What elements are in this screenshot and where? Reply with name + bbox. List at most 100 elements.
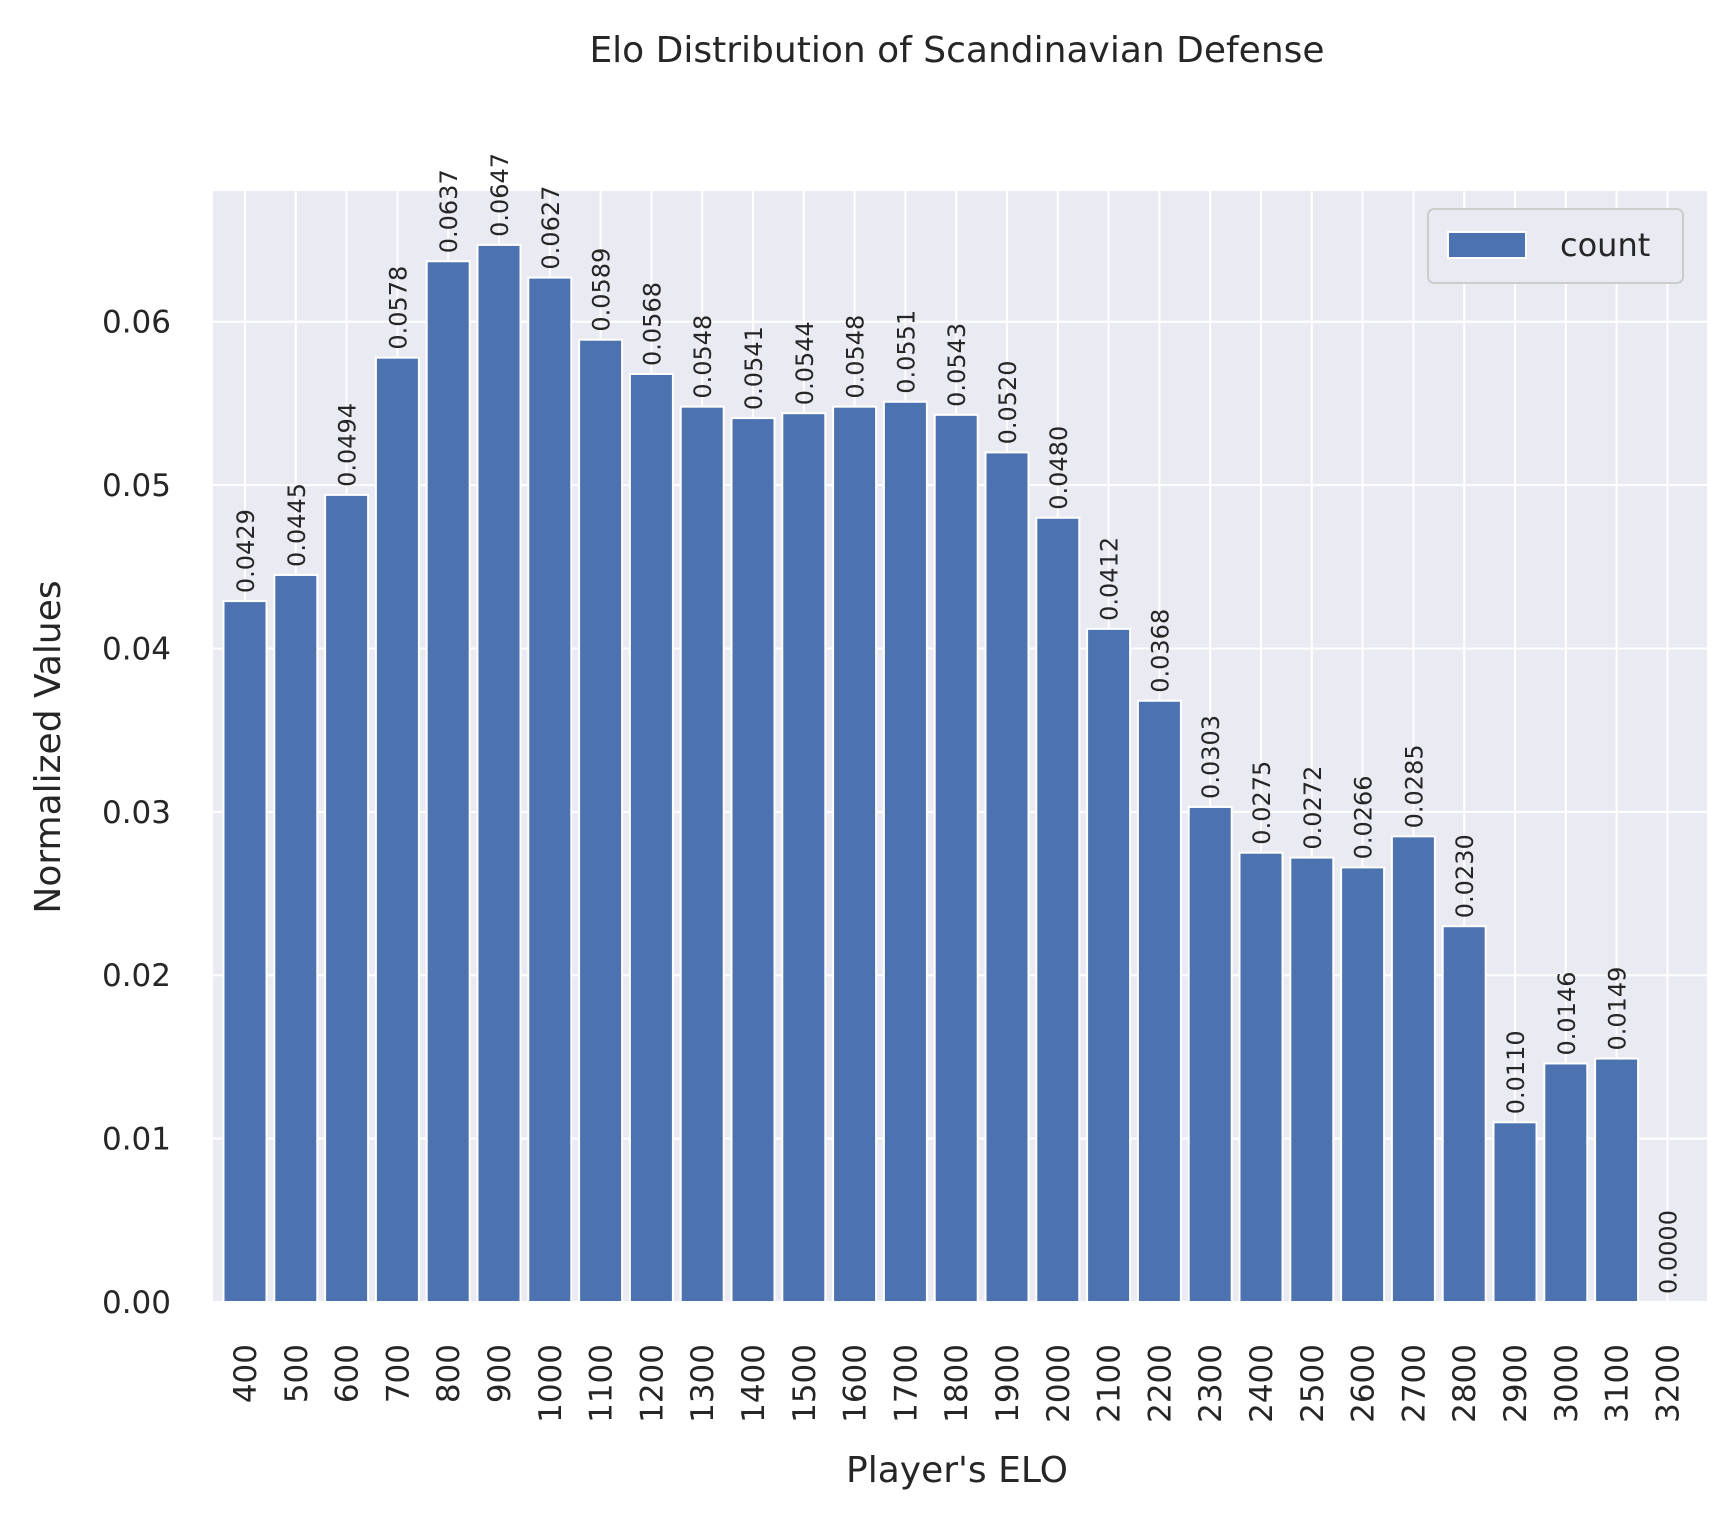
bar-value-label: 0.0548 <box>842 315 870 399</box>
legend-label: count <box>1560 226 1650 264</box>
bar-1700 <box>882 400 928 1303</box>
bar-value-label: 0.0544 <box>791 321 819 405</box>
y-tick-label: 0.06 <box>102 305 171 341</box>
y-axis-label: Normalized Values <box>28 580 69 913</box>
bar-value-label: 0.0429 <box>232 509 260 593</box>
bar-value-label: 0.0520 <box>994 360 1022 444</box>
bar-value-label: 0.0272 <box>1299 766 1327 850</box>
bar-value-label: 0.0368 <box>1146 609 1174 693</box>
bar-1500 <box>781 412 827 1303</box>
x-tick-label: 400 <box>228 1344 264 1403</box>
bar-value-label: 0.0266 <box>1350 775 1378 859</box>
bar-600 <box>324 493 370 1303</box>
bars <box>222 243 1640 1304</box>
bar-value-label: 0.0445 <box>283 483 311 567</box>
bar-value-label: 0.0637 <box>435 169 463 253</box>
bar-value-label: 0.0285 <box>1400 744 1428 828</box>
bar-2100 <box>1086 627 1132 1303</box>
bar-value-label: 0.0494 <box>334 403 362 487</box>
bar-800 <box>425 260 471 1304</box>
bar-1900 <box>984 451 1030 1304</box>
x-tick-label: 2500 <box>1295 1344 1331 1423</box>
bar-1800 <box>933 413 979 1304</box>
bar-value-label: 0.0275 <box>1248 761 1276 845</box>
x-tick-label: 2600 <box>1346 1344 1382 1423</box>
bar-1100 <box>578 338 624 1304</box>
bar-value-label: 0.0146 <box>1553 971 1581 1055</box>
x-tick-label: 900 <box>482 1344 518 1403</box>
x-tick-label: 1400 <box>736 1344 772 1423</box>
y-tick-label: 0.00 <box>102 1285 171 1321</box>
bar-value-label: 0.0543 <box>943 323 971 407</box>
x-tick-label: 1600 <box>838 1344 874 1423</box>
bar-value-label: 0.0578 <box>384 266 412 350</box>
x-tick-label: 1000 <box>533 1344 569 1423</box>
chart-title: Elo Distribution of Scandinavian Defense <box>589 30 1324 71</box>
x-axis-label: Player's ELO <box>846 1450 1068 1491</box>
x-axis-ticks: 400 500 600 700 800 900 1000 1100 1200 1300 1400 15… <box>228 1344 1686 1423</box>
bar-2200 <box>1136 699 1182 1303</box>
x-tick-label: 1200 <box>634 1344 670 1423</box>
x-tick-label: 700 <box>380 1344 416 1403</box>
bar-value-label: 0.0548 <box>689 315 717 399</box>
x-tick-label: 2000 <box>1041 1344 1077 1423</box>
bar-value-label: 0.0551 <box>892 310 920 394</box>
bar-value-label: 0.0627 <box>537 186 565 270</box>
x-tick-label: 3200 <box>1650 1344 1686 1423</box>
x-tick-label: 3100 <box>1600 1344 1636 1423</box>
y-axis-ticks: 0.00 0.01 0.02 0.03 0.04 0.05 0.06 <box>102 305 171 1321</box>
legend: count <box>1427 208 1684 284</box>
x-tick-label: 2200 <box>1142 1344 1178 1423</box>
bar-value-label: 0.0000 <box>1654 1210 1682 1294</box>
bar-value-label: 0.0412 <box>1096 537 1124 621</box>
bar-value-label: 0.0149 <box>1604 967 1632 1051</box>
x-tick-label: 2300 <box>1193 1344 1229 1423</box>
y-tick-label: 0.04 <box>102 631 171 667</box>
bar-value-label: 0.0110 <box>1502 1030 1530 1114</box>
bar-2800 <box>1441 925 1487 1303</box>
bar-value-label: 0.0230 <box>1451 834 1479 918</box>
bar-1200 <box>628 372 674 1303</box>
bar-value-label: 0.0568 <box>638 282 666 366</box>
bar-2900 <box>1492 1121 1538 1303</box>
bar-3000 <box>1543 1062 1589 1304</box>
x-tick-label: 1700 <box>888 1344 924 1423</box>
bar-value-label: 0.0541 <box>740 326 768 410</box>
bar-value-label: 0.0480 <box>1045 426 1073 510</box>
legend-box <box>1427 208 1684 284</box>
bar-3100 <box>1594 1057 1640 1304</box>
x-tick-label: 2700 <box>1396 1344 1432 1423</box>
x-tick-label: 1800 <box>939 1344 975 1423</box>
bar-1400 <box>730 417 776 1304</box>
x-tick-label: 1900 <box>990 1344 1026 1423</box>
y-tick-label: 0.03 <box>102 795 171 831</box>
bar-1300 <box>679 405 725 1303</box>
bar-700 <box>374 356 420 1303</box>
x-tick-label: 600 <box>330 1344 366 1403</box>
x-tick-label: 1100 <box>584 1344 620 1423</box>
legend-swatch <box>1447 231 1527 259</box>
bar-2400 <box>1238 851 1284 1304</box>
bar-2600 <box>1340 866 1386 1303</box>
bar-2700 <box>1390 835 1436 1303</box>
bar-value-label: 0.0303 <box>1197 715 1225 799</box>
bar-400 <box>222 600 268 1303</box>
x-tick-label: 2800 <box>1447 1344 1483 1423</box>
x-tick-label: 2900 <box>1498 1344 1534 1423</box>
y-tick-label: 0.01 <box>102 1122 171 1158</box>
bar-1600 <box>832 405 878 1303</box>
bar-2000 <box>1035 516 1081 1303</box>
x-tick-label: 500 <box>279 1344 315 1403</box>
x-tick-label: 2400 <box>1244 1344 1280 1423</box>
x-tick-label: 2100 <box>1092 1344 1128 1423</box>
bar-value-label: 0.0647 <box>486 153 514 237</box>
y-tick-label: 0.05 <box>102 468 171 504</box>
y-tick-label: 0.02 <box>102 958 171 994</box>
x-tick-label: 1300 <box>685 1344 721 1423</box>
bar-2300 <box>1187 805 1233 1303</box>
x-tick-label: 800 <box>431 1344 467 1403</box>
bar-500 <box>273 573 319 1303</box>
bar-900 <box>476 243 522 1304</box>
x-tick-label: 1500 <box>787 1344 823 1423</box>
bar-value-label: 0.0589 <box>588 248 616 332</box>
